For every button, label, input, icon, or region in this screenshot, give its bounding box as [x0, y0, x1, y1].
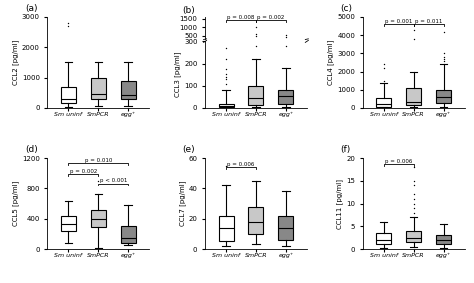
Text: p < 0.001: p < 0.001: [100, 178, 127, 183]
PathPatch shape: [248, 86, 264, 105]
Y-axis label: CCL2 [pg/ml]: CCL2 [pg/ml]: [12, 40, 19, 85]
Text: p = 0.011: p = 0.011: [415, 19, 442, 24]
Text: p = 0.006: p = 0.006: [385, 159, 412, 164]
Text: p = 0.002: p = 0.002: [257, 15, 284, 20]
PathPatch shape: [219, 216, 234, 241]
PathPatch shape: [91, 78, 106, 100]
Y-axis label: CCL4 [pg/ml]: CCL4 [pg/ml]: [328, 40, 334, 85]
PathPatch shape: [278, 216, 293, 240]
Text: p = 0.001: p = 0.001: [385, 19, 412, 24]
PathPatch shape: [219, 104, 234, 107]
PathPatch shape: [121, 81, 136, 100]
Text: p = 0.008: p = 0.008: [228, 15, 255, 20]
PathPatch shape: [91, 210, 106, 227]
Text: (f): (f): [340, 145, 351, 155]
Text: (d): (d): [25, 145, 38, 155]
PathPatch shape: [121, 226, 136, 243]
Text: (e): (e): [182, 145, 195, 155]
PathPatch shape: [61, 87, 76, 103]
Y-axis label: CCL7 [pg/ml]: CCL7 [pg/ml]: [179, 181, 186, 226]
Y-axis label: CCL11 [pg/ml]: CCL11 [pg/ml]: [337, 179, 343, 229]
PathPatch shape: [406, 231, 421, 242]
PathPatch shape: [278, 90, 293, 104]
PathPatch shape: [406, 88, 421, 105]
PathPatch shape: [376, 233, 391, 245]
Text: p = 0.006: p = 0.006: [228, 162, 255, 167]
Text: (c): (c): [340, 4, 352, 13]
PathPatch shape: [436, 235, 451, 245]
PathPatch shape: [436, 90, 451, 102]
Text: p = 0.002: p = 0.002: [70, 169, 97, 174]
PathPatch shape: [376, 98, 391, 106]
Y-axis label: CCL3 [pg/ml]: CCL3 [pg/ml]: [174, 52, 181, 97]
Text: (a): (a): [25, 4, 37, 13]
Text: p = 0.010: p = 0.010: [84, 158, 112, 163]
Y-axis label: CCL5 [pg/ml]: CCL5 [pg/ml]: [12, 181, 19, 226]
Text: (b): (b): [182, 6, 195, 15]
PathPatch shape: [61, 216, 76, 231]
PathPatch shape: [248, 207, 264, 234]
